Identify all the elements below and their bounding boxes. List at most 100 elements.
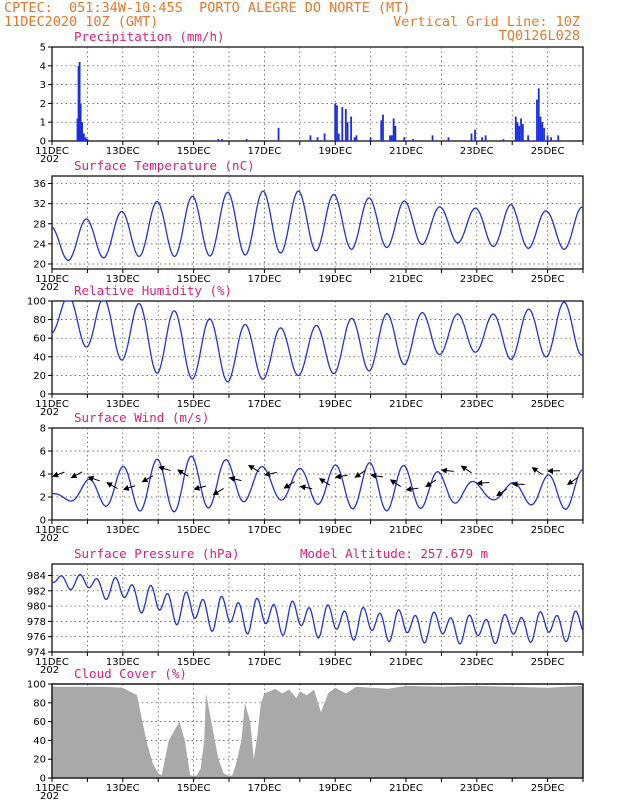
- precip-bar: [353, 137, 356, 141]
- precip-bar: [539, 116, 542, 141]
- y-tick-label: 24: [33, 239, 46, 250]
- wind-arrow: [52, 471, 65, 478]
- precip-bar: [355, 135, 358, 141]
- panel-frame: [51, 300, 584, 395]
- precip-bar: [470, 133, 473, 141]
- precip-bar: [527, 135, 530, 141]
- x-tick-label: 19DEC: [318, 657, 352, 668]
- precip-bar: [78, 62, 81, 141]
- precip-bar: [79, 103, 82, 141]
- header-right-line3: TQ0126L028: [498, 28, 580, 44]
- wind-arrow: [440, 467, 454, 474]
- precip-bar: [536, 99, 538, 141]
- x-tick-label: 17DEC: [248, 274, 282, 285]
- y-tick-label: 0: [40, 390, 46, 401]
- precip-bar: [518, 125, 521, 141]
- precip-bar: [309, 135, 312, 141]
- precip-bar: [84, 137, 87, 141]
- precip-bar: [369, 137, 372, 141]
- precip-bar: [431, 135, 434, 141]
- precip-bar: [392, 118, 395, 141]
- x-tick-label: 19DEC: [318, 399, 352, 410]
- y-tick-label: 4: [40, 61, 46, 72]
- wind-arrow: [354, 470, 366, 478]
- x-tick-label: 17DEC: [248, 657, 282, 668]
- x-tick-label: 23DEC: [460, 146, 494, 157]
- wind-arrow: [228, 476, 242, 482]
- x-tick-label: 25DEC: [531, 399, 565, 410]
- x-tick-label: 15DEC: [177, 783, 211, 794]
- x-tick-label: 23DEC: [460, 525, 494, 536]
- x-tick-label: 23DEC: [460, 399, 494, 410]
- y-tick-label: 60: [33, 334, 46, 345]
- x-tick-label: 11DEC: [35, 657, 69, 668]
- x-tick-label: 23DEC: [460, 783, 494, 794]
- x-tick-label: 15DEC: [177, 657, 211, 668]
- precip-bar: [382, 114, 384, 141]
- panel-wind: 0 2 4 6 8 11DEC 13DEC 15DEC 17DEC 19DEC 21DEC 23DEC…: [35, 410, 584, 544]
- precip-bar: [394, 125, 397, 141]
- precip-bar: [390, 135, 393, 141]
- x-tick-label: 19DEC: [318, 783, 352, 794]
- wind-arrow: [212, 488, 224, 496]
- precip-bar: [516, 122, 519, 141]
- x-year-fragment: 202: [40, 154, 59, 165]
- wind-arrow: [370, 472, 384, 479]
- y-tick-label: 40: [33, 736, 46, 747]
- wind-arrow: [141, 475, 154, 483]
- wind-arrow: [299, 484, 313, 491]
- y-tick-label: 36: [33, 179, 46, 190]
- x-tick-label: 25DEC: [531, 657, 565, 668]
- x-tick-label: 15DEC: [177, 274, 211, 285]
- precip-bar: [316, 137, 319, 141]
- y-tick-label: 1: [40, 118, 46, 129]
- header-left-line2: 11DEC2020 10Z (GMT): [4, 14, 159, 30]
- panel-frame: [51, 175, 584, 270]
- wind-arrow: [566, 477, 578, 485]
- y-tick-label: 20: [33, 259, 46, 270]
- x-tick-label: 23DEC: [460, 274, 494, 285]
- y-tick-label: 978: [27, 617, 46, 628]
- precip-bar: [403, 137, 406, 141]
- wind-arrow: [496, 488, 508, 497]
- precip-bar: [546, 135, 549, 141]
- y-tick-label: 20: [33, 371, 46, 382]
- wind-arrow: [334, 473, 348, 480]
- wind-arrow: [264, 470, 277, 477]
- x-tick-label: 19DEC: [318, 274, 352, 285]
- x-year-fragment: 202: [40, 407, 59, 418]
- x-tick-label: 13DEC: [106, 146, 140, 157]
- x-tick-label: 19DEC: [318, 146, 352, 157]
- precip-bar: [344, 109, 347, 141]
- y-tick-label: 0: [40, 516, 46, 527]
- x-tick-label: 17DEC: [248, 399, 282, 410]
- precip-bar: [217, 139, 220, 141]
- temp-series-line: [51, 190, 584, 261]
- y-tick-label: 28: [33, 219, 46, 230]
- x-tick-label: 15DEC: [177, 399, 211, 410]
- y-tick-label: 2: [40, 99, 46, 110]
- y-tick-label: 80: [33, 315, 46, 326]
- x-tick-label: 17DEC: [248, 783, 282, 794]
- header-right-line2: Vertical Grid Line: 10Z: [393, 14, 580, 30]
- x-tick-label: 13DEC: [106, 399, 140, 410]
- precip-bar: [543, 127, 545, 141]
- wind-arrow: [106, 482, 118, 490]
- x-year-fragment: 202: [40, 791, 59, 800]
- precip-bar: [81, 122, 83, 141]
- wind-arrow: [531, 467, 543, 475]
- precip-bar: [245, 139, 248, 141]
- x-tick-label: 21DEC: [389, 525, 423, 536]
- precip-bar: [514, 116, 517, 141]
- precip-bar: [380, 120, 383, 141]
- panel-frame-top: [51, 683, 584, 779]
- wind-arrow: [193, 484, 207, 491]
- wind-arrow: [405, 486, 419, 493]
- wind-arrow: [248, 464, 260, 473]
- x-tick-label: 23DEC: [460, 657, 494, 668]
- panel-precip: 0 1 2 3 4 5 11DEC 13DEC 15DEC 17DEC 19DEC 21DEC 23DE…: [35, 29, 584, 165]
- wind-arrow: [425, 479, 437, 488]
- x-tick-label: 13DEC: [106, 525, 140, 536]
- precip-bar: [277, 127, 280, 141]
